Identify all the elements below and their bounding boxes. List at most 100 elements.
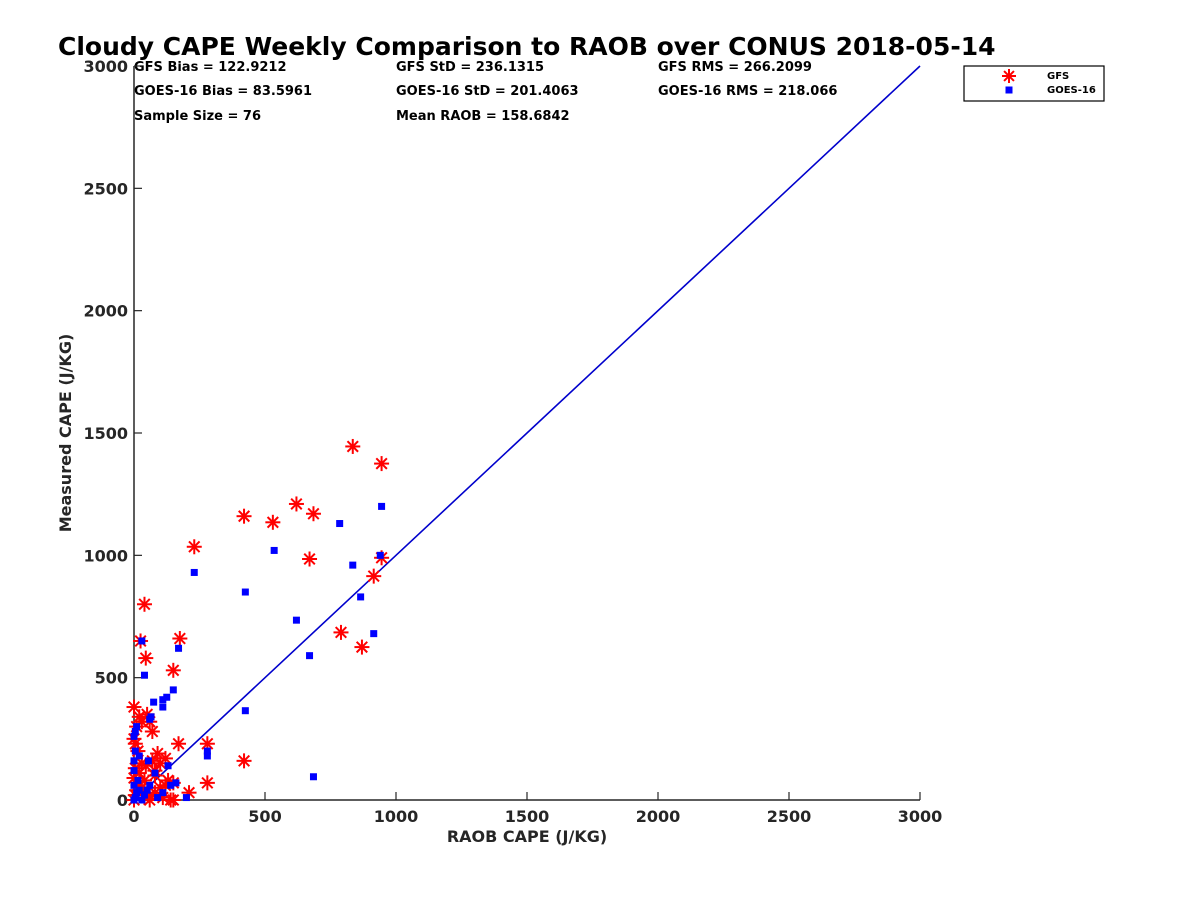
- gfs-point: [265, 514, 281, 530]
- stat-gfs-rms: GFS RMS = 266.2099: [658, 60, 812, 75]
- goes-16-point: [146, 781, 154, 789]
- legend-goes-16-marker: [1005, 86, 1013, 94]
- goes-16-point: [167, 781, 175, 789]
- x-tick-label: 1500: [505, 807, 550, 826]
- goes-16-point: [135, 786, 143, 794]
- stat-goes-bias: GOES-16 Bias = 83.5961: [134, 84, 312, 99]
- goes-16-point: [131, 794, 139, 802]
- goes-16-point: [172, 779, 180, 787]
- goes-16-point: [241, 707, 249, 715]
- gfs-point: [186, 539, 202, 555]
- goes-16-point: [159, 703, 167, 711]
- goes-16-point: [336, 520, 344, 528]
- gfs-point: [144, 723, 160, 739]
- goes-16-point: [130, 732, 138, 740]
- stat-goes-std: GOES-16 StD = 201.4063: [396, 84, 579, 99]
- gfs-point: [302, 551, 318, 567]
- y-tick-label: 1500: [83, 424, 128, 443]
- axes: 0 500 1000 1500 2000 2500 3000 0 500 1000 1500 2000…: [83, 57, 942, 826]
- goes-16-point: [130, 757, 138, 765]
- goes-16-point: [378, 502, 386, 510]
- goes-16-point: [143, 786, 151, 794]
- y-tick-label: 3000: [83, 57, 128, 76]
- goes-16-point: [140, 791, 148, 799]
- x-tick-label: 2000: [636, 807, 681, 826]
- one-to-one-line: [133, 65, 921, 801]
- goes-16-point: [138, 796, 146, 804]
- x-tick-label: 1000: [374, 807, 419, 826]
- goes-16-point: [130, 767, 138, 775]
- goes-16-point: [154, 794, 162, 802]
- gfs-point: [345, 438, 361, 454]
- gfs-point: [288, 496, 304, 512]
- x-tick-label: 500: [248, 807, 281, 826]
- goes-16-point: [270, 546, 278, 554]
- gfs-point: [236, 508, 252, 524]
- gfs-point: [305, 506, 321, 522]
- goes-16-point: [169, 686, 177, 694]
- goes-16-point: [182, 794, 190, 802]
- goes-16-point: [190, 568, 198, 576]
- chart-title: Cloudy CAPE Weekly Comparison to RAOB ov…: [58, 32, 996, 61]
- gfs-point: [172, 631, 188, 647]
- y-tick-label: 500: [95, 669, 128, 688]
- goes-16-point: [130, 781, 138, 789]
- gfs-point: [199, 775, 215, 791]
- goes-16-point: [357, 593, 365, 601]
- goes-16-point: [203, 752, 211, 760]
- goes-16-point: [292, 616, 300, 624]
- gfs-point: [171, 736, 187, 752]
- goes-16-point: [306, 652, 314, 660]
- y-tick-label: 0: [117, 791, 128, 810]
- goes-16-point: [203, 747, 211, 755]
- stat-gfs-bias: GFS Bias = 122.9212: [134, 60, 287, 75]
- goes-16-point: [131, 747, 139, 755]
- gfs-point: [163, 792, 179, 808]
- x-tick-label: 3000: [898, 807, 943, 826]
- y-tick-label: 2000: [83, 302, 128, 321]
- gfs-point: [165, 662, 181, 678]
- y-axis-label: Measured CAPE (J/KG): [56, 334, 75, 533]
- goes-16-point: [147, 713, 155, 721]
- gfs-series: [126, 438, 390, 808]
- stat-gfs-std: GFS StD = 236.1315: [396, 60, 544, 75]
- goes-16-point: [134, 776, 142, 784]
- legend: GFS GOES-16: [963, 65, 1105, 102]
- x-tick-label: 2500: [767, 807, 812, 826]
- gfs-point: [333, 624, 349, 640]
- legend-box: [963, 65, 1105, 102]
- goes-16-point: [150, 698, 158, 706]
- goes-16-point: [159, 789, 167, 797]
- gfs-point: [199, 736, 215, 752]
- stat-sample-size: Sample Size = 76: [134, 109, 261, 124]
- goes-16-point: [349, 561, 357, 569]
- gfs-point: [354, 639, 370, 655]
- gfs-point: [236, 753, 252, 769]
- goes-16-point: [159, 696, 167, 704]
- gfs-point: [366, 568, 382, 584]
- y-tick-label: 2500: [83, 179, 128, 198]
- goes-16-point: [133, 723, 141, 731]
- legend-goes-16-label: GOES-16: [1047, 85, 1096, 96]
- stat-mean-raob: Mean RAOB = 158.6842: [396, 109, 570, 124]
- goes-16-point: [151, 769, 159, 777]
- goes-16-point: [138, 637, 146, 645]
- gfs-point: [126, 699, 142, 715]
- goes-16-point: [175, 644, 183, 652]
- goes-16-point: [309, 773, 317, 781]
- goes-16-point: [376, 551, 384, 559]
- legend-gfs-marker: [1002, 69, 1016, 83]
- legend-gfs-asterisk: [1002, 69, 1016, 83]
- goes-16-point: [140, 671, 148, 679]
- y-tick-label: 1000: [83, 546, 128, 565]
- goes-16-point: [144, 757, 152, 765]
- stat-goes-rms: GOES-16 RMS = 218.066: [658, 84, 837, 99]
- goes-16-point: [164, 762, 172, 770]
- x-axis-label: RAOB CAPE (J/KG): [447, 827, 607, 846]
- gfs-point: [374, 456, 390, 472]
- goes-16-point: [135, 752, 143, 760]
- gfs-point: [136, 596, 152, 612]
- legend-goes-16-square: [1005, 86, 1013, 94]
- goes-16-point: [370, 630, 378, 638]
